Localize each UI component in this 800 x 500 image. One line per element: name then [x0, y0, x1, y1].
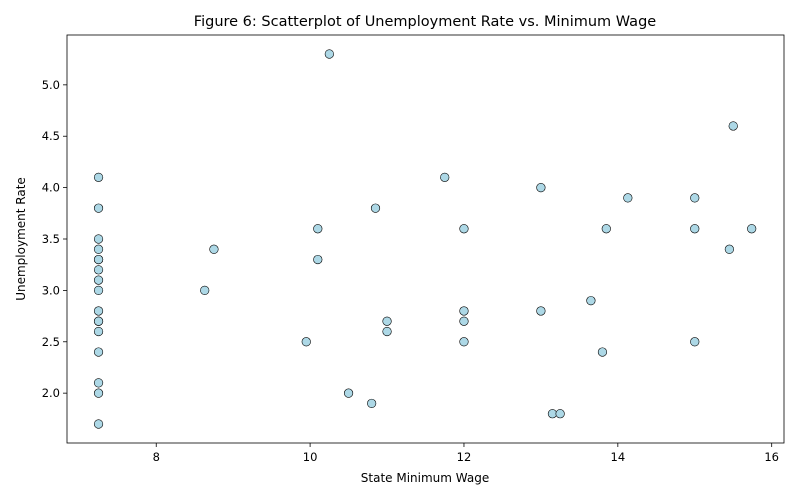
x-tick-label: 10	[303, 450, 318, 464]
y-tick-label: 3.0	[42, 283, 60, 297]
data-point	[555, 409, 565, 419]
data-point	[313, 254, 323, 265]
data-point	[93, 203, 104, 213]
y-tick-label: 3.5	[42, 232, 60, 246]
data-point	[440, 172, 450, 182]
data-point	[459, 337, 469, 347]
data-point	[93, 326, 104, 337]
y-axis-label: Unemployment Rate	[14, 177, 28, 301]
data-point	[597, 347, 608, 357]
data-point	[382, 316, 392, 326]
x-tick-label: 14	[611, 450, 626, 464]
data-point	[93, 316, 104, 326]
x-tick-label: 8	[153, 450, 160, 464]
data-point	[93, 419, 104, 429]
data-point	[724, 244, 734, 254]
data-point	[93, 172, 104, 182]
axes-frame	[66, 34, 785, 444]
data-point	[459, 306, 469, 316]
y-tick-label: 5.0	[42, 78, 60, 92]
data-point	[459, 316, 469, 326]
data-point	[301, 337, 311, 347]
x-tick-label: 12	[457, 450, 472, 464]
y-axis-ticks: 2.0 2.5 3.0 3.5 4.0 4.5 5.0	[42, 78, 67, 400]
data-point	[93, 244, 104, 254]
data-points	[93, 49, 757, 429]
data-point	[690, 337, 700, 347]
data-point	[93, 285, 104, 295]
x-axis-ticks: 8 10 12 14 16	[153, 443, 779, 464]
y-tick-label: 2.5	[42, 335, 60, 349]
data-point	[93, 275, 104, 285]
data-point	[536, 183, 546, 193]
data-point	[93, 378, 104, 388]
data-point	[536, 306, 546, 316]
data-point	[200, 285, 210, 295]
x-axis-label: State Minimum Wage	[361, 471, 489, 485]
data-point	[728, 121, 738, 131]
data-point	[209, 244, 219, 254]
data-point	[690, 224, 700, 234]
y-tick-label: 4.5	[42, 129, 60, 143]
data-point	[93, 234, 104, 244]
data-point	[93, 306, 104, 316]
data-point	[747, 224, 757, 234]
data-point	[93, 254, 104, 265]
data-point	[547, 409, 558, 419]
data-point	[324, 49, 334, 59]
data-point	[623, 193, 633, 203]
data-point	[382, 326, 392, 337]
plot-frame	[66, 34, 785, 444]
x-tick-label: 16	[764, 450, 779, 464]
data-point	[601, 224, 611, 234]
data-point	[93, 265, 104, 275]
chart-title: Figure 6: Scatterplot of Unemployment Ra…	[194, 14, 656, 30]
data-point	[93, 388, 104, 398]
data-point	[367, 398, 377, 409]
data-point	[313, 224, 323, 234]
y-tick-label: 4.0	[42, 181, 60, 195]
data-point	[459, 224, 469, 234]
data-point	[93, 347, 104, 357]
data-point	[586, 296, 596, 306]
data-point	[343, 388, 354, 398]
y-tick-label: 2.0	[42, 386, 60, 400]
data-point	[370, 203, 381, 213]
data-point	[690, 193, 700, 203]
